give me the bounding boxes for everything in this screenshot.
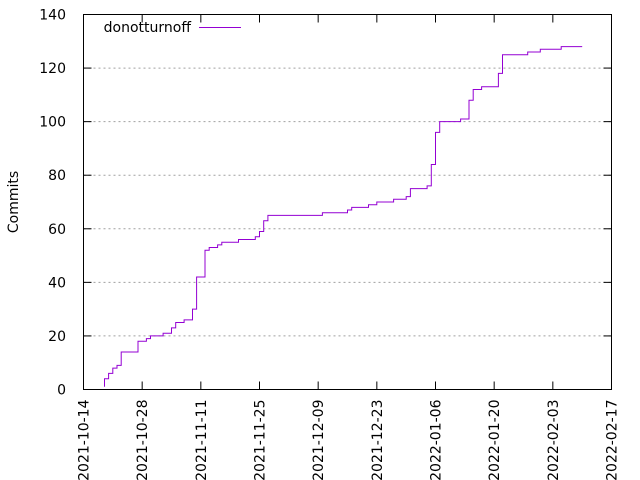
y-tick-label: 0 bbox=[57, 383, 66, 399]
y-axis-label: Commits bbox=[6, 171, 22, 233]
plot-border bbox=[83, 14, 612, 390]
x-tick-label: 2021-10-14 bbox=[77, 399, 93, 480]
grid-lines bbox=[83, 67, 612, 337]
x-tick-label: 2021-12-23 bbox=[370, 400, 386, 480]
x-tick-label: 2021-11-11 bbox=[194, 400, 210, 480]
legend-label: donotturnoff bbox=[104, 20, 192, 36]
y-tick-label: 100 bbox=[39, 115, 66, 131]
legend: donotturnoff bbox=[104, 20, 241, 36]
series-line-donotturnoff bbox=[104, 46, 583, 387]
x-tick-label: 2022-02-17 bbox=[605, 400, 621, 480]
series-layer bbox=[104, 46, 583, 387]
x-tick-label: 2021-10-28 bbox=[135, 400, 151, 480]
y-tick-label: 40 bbox=[48, 275, 66, 291]
y-tick-label: 140 bbox=[39, 8, 66, 24]
y-tick-label: 80 bbox=[48, 168, 66, 184]
axis-tick-labels: 0 20 40 60 80 100 120 140 2021-10-14 2021-10-28 20… bbox=[39, 8, 620, 480]
y-tick-label: 120 bbox=[39, 61, 66, 77]
y-tick-label: 60 bbox=[48, 222, 66, 238]
x-tick-label: 2022-01-06 bbox=[429, 399, 445, 480]
x-tick-label: 2021-11-25 bbox=[253, 400, 269, 480]
y-tick-label: 20 bbox=[48, 329, 66, 345]
x-tick-label: 2021-12-09 bbox=[311, 400, 327, 480]
axis-ticks bbox=[83, 14, 612, 390]
x-tick-label: 2022-01-20 bbox=[487, 400, 503, 480]
x-tick-label: 2022-02-03 bbox=[546, 400, 562, 480]
